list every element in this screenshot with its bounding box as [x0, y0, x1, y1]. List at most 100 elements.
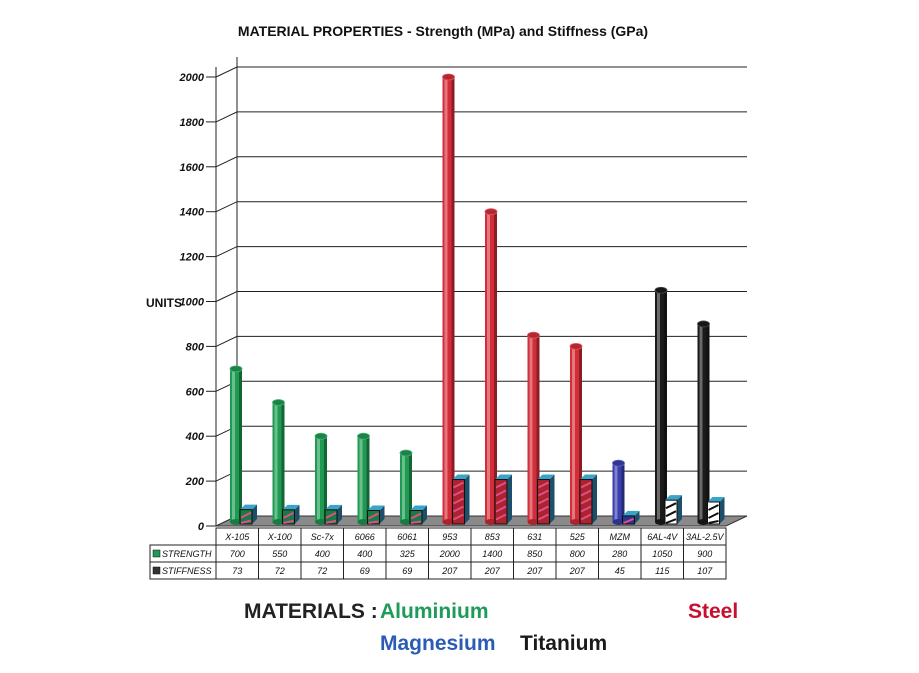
strength-data-label: 700	[230, 549, 245, 559]
stiffness-data-label: 207	[484, 566, 501, 576]
gridline	[215, 246, 747, 258]
strength-bar-highlight	[699, 323, 703, 522]
strength-bar-cap	[442, 73, 455, 81]
stiffness-bar-top	[665, 495, 682, 501]
strength-bar-highlight	[614, 463, 618, 522]
stiffness-bar-side	[422, 505, 427, 524]
strength-bar-base	[442, 519, 455, 525]
gridline	[215, 111, 747, 123]
strength-bar-base	[527, 519, 540, 525]
stiffness-bar-texture	[580, 481, 592, 489]
table-cell	[683, 561, 727, 580]
stiffness-bar-texture	[283, 519, 294, 524]
y-tick-label: 1600	[180, 162, 205, 174]
gridline	[215, 291, 747, 302]
strength-bar-base	[315, 519, 327, 525]
x-tick-label: 6AL-4V	[647, 532, 678, 542]
stiffness-bar-texture	[283, 511, 294, 519]
strength-data-label: 800	[570, 549, 585, 559]
strength-data-label: 550	[272, 549, 287, 559]
legend-steel: Steel	[688, 600, 739, 623]
strength-bar-highlight	[274, 402, 278, 522]
legend-swatch	[152, 549, 161, 558]
y-tick-label: 800	[186, 341, 205, 353]
strength-bar-base	[272, 519, 285, 525]
stiffness-bar-texture	[580, 497, 592, 505]
strength-bar-cap	[357, 432, 370, 440]
strength-data-label: 1400	[482, 549, 502, 559]
strength-bar-highlight	[657, 290, 660, 522]
x-tick-label: 953	[442, 532, 457, 542]
stiffness-bar-texture	[453, 489, 464, 497]
y-tick-label: 200	[185, 476, 205, 488]
strength-bar-cap	[229, 365, 243, 373]
legend-swatch	[152, 566, 161, 575]
strength-bar-highlight	[444, 77, 448, 522]
stiffness-bar-texture	[410, 520, 422, 524]
gridline	[215, 380, 747, 392]
strength-bar-cap	[272, 399, 285, 406]
x-tick-label: X-105	[224, 532, 250, 542]
x-tick-label: MZM	[610, 532, 631, 542]
x-tick-label: 3AL-2.5V	[686, 532, 725, 542]
stiffness-bar-texture	[708, 519, 719, 524]
stiffness-bar-texture	[325, 519, 337, 524]
stiffness-bar-side	[379, 505, 385, 524]
stiffness-bar-top	[282, 504, 300, 510]
y-axis-label: UNITS	[146, 296, 182, 310]
x-tick-label: X-100	[267, 532, 292, 542]
stiffness-bar-texture	[665, 518, 677, 524]
strength-bar-highlight	[487, 211, 490, 522]
stiffness-bar-top	[325, 504, 342, 510]
strength-bar-shadow	[621, 463, 625, 522]
stiffness-bar-texture	[580, 505, 592, 513]
stiffness-bar-texture	[410, 512, 422, 520]
strength-bar-base	[400, 519, 412, 525]
strength-bar-shadow	[494, 211, 497, 522]
y-tick-label: 1000	[180, 297, 205, 309]
stiffness-bar-texture	[495, 481, 507, 489]
stiffness-bar-texture	[240, 519, 252, 524]
stiffness-bar-texture	[580, 513, 592, 521]
y-tick-label: 2000	[179, 72, 205, 84]
x-tick-label: Sc-7x	[311, 532, 335, 542]
stiffness-bar-texture	[368, 512, 379, 520]
chart-title: MATERIAL PROPERTIES - Strength (MPa) and…	[238, 23, 648, 39]
bars	[229, 73, 725, 525]
stiffness-bar-top	[240, 504, 257, 510]
stiffness-data-label: 69	[360, 566, 370, 576]
stiffness-data-label: 107	[697, 566, 713, 576]
legend-magnesium: Magnesium	[380, 632, 496, 655]
strength-bar-base	[655, 519, 667, 525]
stiffness-data-label: 207	[569, 566, 586, 576]
stiffness-bar-texture	[368, 520, 379, 524]
stiffness-bar-side	[634, 510, 640, 524]
legend-row-2: Magnesium Titanium	[380, 632, 680, 662]
gridline	[215, 156, 747, 168]
strength-bar-cap	[612, 459, 625, 467]
stiffness-bar-texture	[538, 497, 549, 505]
strength-data-label: 400	[357, 549, 372, 559]
stiffness-bar	[707, 501, 720, 525]
stiffness-bar-texture	[580, 489, 592, 497]
gridline	[215, 66, 747, 78]
strength-bar-shadow	[281, 402, 285, 522]
strength-data-label: 2000	[439, 549, 460, 559]
stiffness-data-label: 73	[232, 566, 242, 576]
stiffness-bar-top	[367, 505, 385, 511]
strength-bar-shadow	[579, 346, 582, 522]
stiffness-bar-texture	[495, 497, 507, 505]
x-tick-label: 6066	[355, 532, 375, 542]
stiffness-bar-side	[549, 474, 555, 524]
strength-bar-highlight	[402, 453, 405, 522]
x-tick-label: 525	[570, 532, 586, 542]
strength-bar-shadow	[409, 453, 412, 522]
stiffness-bar-side	[507, 474, 512, 524]
stiffness-bar-top	[537, 474, 555, 480]
strength-bar-cap	[484, 208, 498, 216]
strength-bar-base	[697, 519, 710, 525]
strength-bar-shadow	[366, 436, 370, 522]
stiffness-data-label: 207	[441, 566, 458, 576]
legend-row-1: MATERIALS : Aluminium Steel	[244, 600, 744, 630]
stiffness-bar-texture	[453, 513, 464, 521]
